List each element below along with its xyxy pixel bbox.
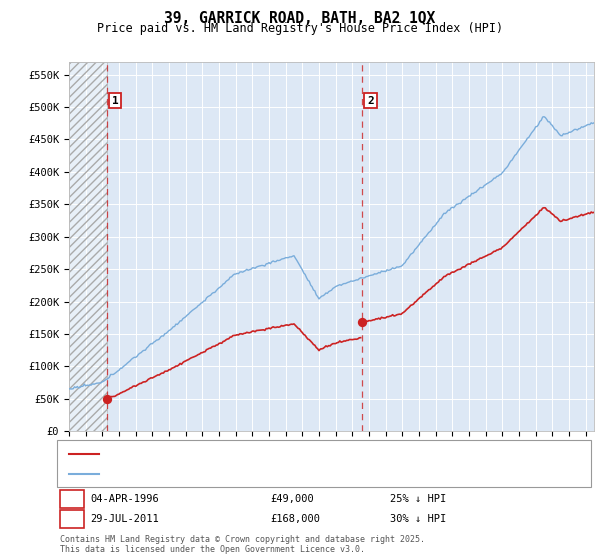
Text: 1: 1 [68,494,76,504]
Text: 39, GARRICK ROAD, BATH, BA2 1QX: 39, GARRICK ROAD, BATH, BA2 1QX [164,11,436,26]
Point [102,395,112,404]
Text: 39, GARRICK ROAD, BATH, BA2 1QX (semi-detached house): 39, GARRICK ROAD, BATH, BA2 1QX (semi-de… [105,449,423,459]
Text: 1: 1 [112,96,119,105]
Text: 25% ↓ HPI: 25% ↓ HPI [390,494,446,504]
Text: 2: 2 [68,514,76,524]
Text: 30% ↓ HPI: 30% ↓ HPI [390,514,446,524]
Text: 2: 2 [367,96,374,105]
Text: 29-JUL-2011: 29-JUL-2011 [90,514,159,524]
Point [357,318,367,326]
Text: £168,000: £168,000 [270,514,320,524]
Text: Price paid vs. HM Land Registry's House Price Index (HPI): Price paid vs. HM Land Registry's House … [97,22,503,35]
Text: 04-APR-1996: 04-APR-1996 [90,494,159,504]
Text: HPI: Average price, semi-detached house, Bath and North East Somerset: HPI: Average price, semi-detached house,… [105,469,519,479]
Text: Contains HM Land Registry data © Crown copyright and database right 2025.
This d: Contains HM Land Registry data © Crown c… [60,535,425,554]
Text: £49,000: £49,000 [270,494,314,504]
